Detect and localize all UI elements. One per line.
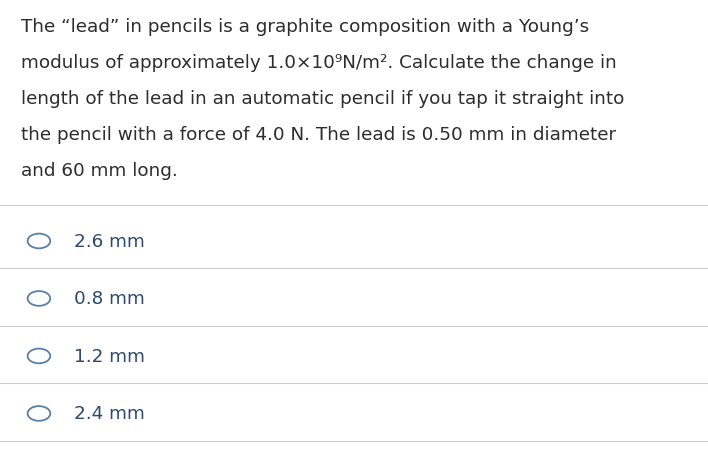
Text: length of the lead in an automatic pencil if you tap it straight into: length of the lead in an automatic penci… <box>21 90 624 108</box>
Text: and 60 mm long.: and 60 mm long. <box>21 162 178 179</box>
Text: The “lead” in pencils is a graphite composition with a Young’s: The “lead” in pencils is a graphite comp… <box>21 18 589 36</box>
Text: modulus of approximately 1.0×10⁹N/m². Calculate the change in: modulus of approximately 1.0×10⁹N/m². Ca… <box>21 54 617 72</box>
Text: 0.8 mm: 0.8 mm <box>74 290 145 308</box>
Text: 2.6 mm: 2.6 mm <box>74 232 145 251</box>
Text: 1.2 mm: 1.2 mm <box>74 347 145 365</box>
Text: the pencil with a force of 4.0 N. The lead is 0.50 mm in diameter: the pencil with a force of 4.0 N. The le… <box>21 126 617 144</box>
Text: 2.4 mm: 2.4 mm <box>74 404 145 423</box>
